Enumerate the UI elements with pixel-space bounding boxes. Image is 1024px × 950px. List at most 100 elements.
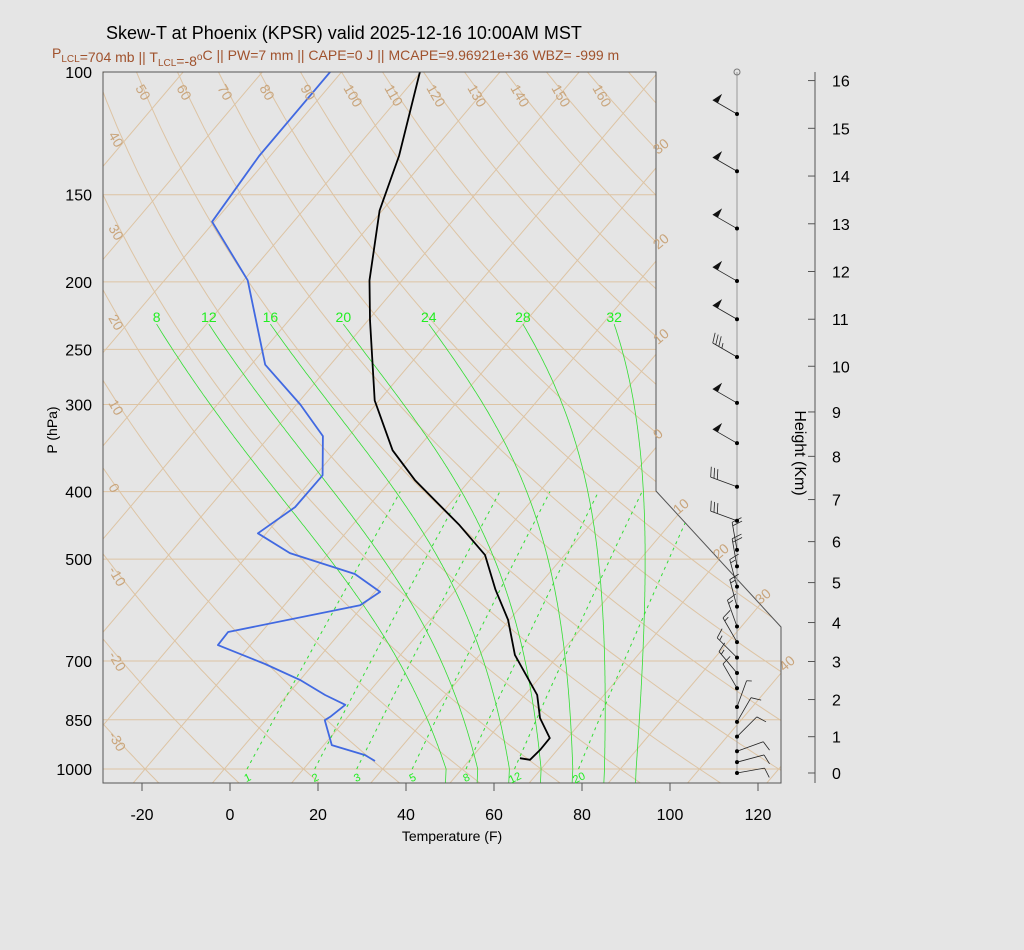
moist-adiabat bbox=[522, 323, 606, 783]
barb-full bbox=[716, 503, 719, 514]
dry-adiabat-label: 80 bbox=[256, 82, 278, 104]
isotherm-label: 40 bbox=[776, 652, 798, 674]
barb-dot bbox=[735, 749, 739, 754]
moist-adiabat-label: 24 bbox=[421, 309, 437, 325]
subtitle-part: P bbox=[52, 45, 61, 61]
mixing-ratio-label: 1 bbox=[242, 772, 253, 785]
wind-barb bbox=[716, 628, 739, 660]
barb-staff bbox=[716, 637, 738, 658]
dry-adiabat-label: 150 bbox=[548, 82, 574, 110]
barb-staff bbox=[736, 716, 758, 737]
isotherm bbox=[436, 72, 781, 783]
barb-full bbox=[750, 697, 762, 701]
isotherm bbox=[674, 72, 781, 783]
isotherm bbox=[103, 72, 501, 783]
height-axis-label: Height (Km) bbox=[791, 410, 808, 495]
barb-full bbox=[729, 553, 739, 560]
barb-staff bbox=[710, 476, 738, 488]
barb-full bbox=[712, 332, 716, 344]
isotherm-label: 10 bbox=[670, 495, 692, 517]
barb-dot bbox=[735, 686, 739, 691]
dry-adiabat bbox=[259, 72, 781, 783]
barb-staff bbox=[722, 663, 738, 689]
moist-adiabat-label: 32 bbox=[606, 309, 622, 325]
barb-dot bbox=[735, 279, 739, 284]
height-tick-label: 7 bbox=[832, 493, 841, 510]
pressure-tick-label: 100 bbox=[65, 65, 92, 82]
plot-frame bbox=[102, 71, 782, 784]
barb-full bbox=[762, 741, 770, 751]
wind-barb bbox=[718, 642, 739, 676]
barb-full bbox=[718, 336, 722, 347]
barb-dot bbox=[735, 518, 739, 523]
wind-barb bbox=[735, 680, 752, 710]
barb-staff bbox=[712, 156, 738, 172]
moist-adiabat bbox=[342, 323, 542, 783]
height-tick-label: 1 bbox=[832, 730, 841, 747]
dry-adiabat bbox=[103, 72, 419, 783]
pressure-tick-label: 300 bbox=[65, 398, 92, 415]
wind-barb bbox=[722, 610, 739, 645]
barb-dot bbox=[735, 564, 739, 569]
pressure-tick-label: 500 bbox=[65, 552, 92, 569]
dry-adiabat-label: 20 bbox=[105, 312, 127, 334]
x-axis-label: Temperature (F) bbox=[402, 828, 502, 844]
wind-barb bbox=[710, 500, 739, 523]
mixing-ratio-line bbox=[356, 491, 501, 770]
barb-staff bbox=[731, 522, 738, 550]
wind-barb bbox=[712, 260, 739, 284]
isotherm bbox=[199, 72, 781, 783]
pressure-tick-label: 400 bbox=[65, 485, 92, 502]
barb-dot bbox=[735, 400, 739, 405]
barb-staff bbox=[731, 538, 738, 567]
dry-adiabat bbox=[505, 72, 781, 783]
wind-barb bbox=[735, 697, 762, 724]
barb-dot bbox=[735, 484, 739, 489]
dry-adiabat bbox=[546, 72, 781, 783]
dry-adiabat-label: 120 bbox=[423, 82, 449, 110]
barb-dot bbox=[735, 719, 739, 724]
isotherm bbox=[103, 72, 580, 783]
barb-dot bbox=[735, 760, 739, 765]
barb-flag bbox=[712, 299, 723, 309]
isotherm bbox=[103, 72, 342, 783]
dry-adiabat-label: 70 bbox=[214, 82, 236, 104]
mixing-ratio-label: 12 bbox=[507, 770, 523, 786]
moist-adiabat-label: 8 bbox=[153, 309, 161, 325]
isotherm bbox=[357, 72, 781, 783]
height-tick-label: 3 bbox=[832, 655, 841, 672]
dry-adiabat bbox=[710, 72, 781, 783]
height-tick-label: 0 bbox=[832, 766, 841, 783]
barb-flag bbox=[712, 382, 723, 392]
barb-full bbox=[715, 334, 719, 345]
dry-adiabat-label: 10 bbox=[105, 397, 127, 419]
dry-adiabat bbox=[177, 72, 781, 783]
dry-adiabat-label: 90 bbox=[297, 82, 319, 104]
barb-dot bbox=[735, 640, 739, 645]
dry-adiabat-label: 110 bbox=[381, 82, 406, 110]
isotherm bbox=[103, 72, 422, 783]
subtitle-part: =-8 bbox=[176, 53, 197, 69]
dry-adiabat bbox=[103, 72, 663, 783]
height-tick-label: 5 bbox=[832, 576, 841, 593]
barb-full bbox=[716, 469, 719, 480]
isotherm bbox=[833, 72, 1024, 798]
dry-adiabat bbox=[103, 72, 337, 783]
dry-adiabat bbox=[103, 72, 500, 783]
barb-dot bbox=[735, 317, 739, 322]
subtitle-part: o bbox=[197, 52, 203, 63]
isotherm bbox=[103, 72, 184, 783]
moist-adiabat bbox=[613, 323, 646, 783]
barb-full bbox=[716, 628, 723, 639]
moist-adiabat bbox=[270, 323, 510, 783]
dry-adiabat-label: -10 bbox=[105, 564, 129, 590]
isotherm-label: 30 bbox=[650, 135, 672, 157]
barb-dot bbox=[735, 226, 739, 231]
dry-adiabat-label: 50 bbox=[132, 82, 154, 104]
barb-dot bbox=[735, 770, 739, 775]
temperature-tick-label: 60 bbox=[485, 807, 503, 824]
dry-adiabat bbox=[136, 72, 781, 783]
isotherm-label: 0 bbox=[650, 425, 666, 442]
